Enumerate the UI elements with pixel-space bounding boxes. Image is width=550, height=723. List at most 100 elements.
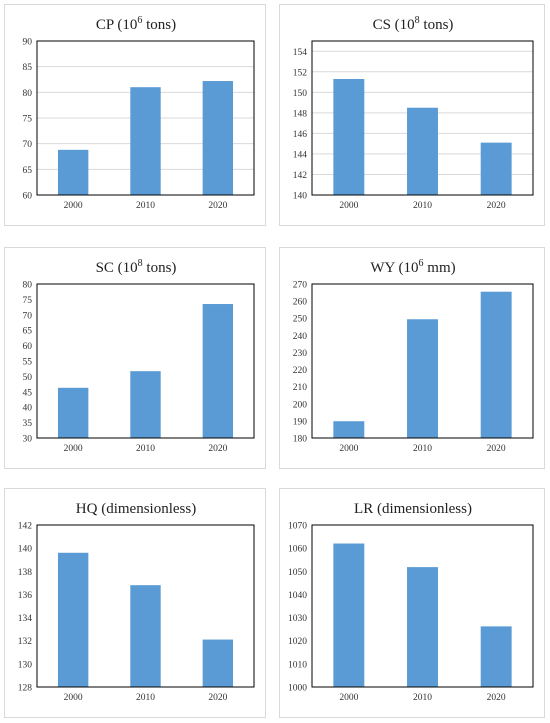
chart-title: WY (106 mm): [370, 258, 455, 276]
y-tick-label: 148: [293, 109, 308, 119]
x-tick-label: 2000: [339, 201, 358, 211]
bar-2000: [57, 149, 89, 195]
chart-title: CP (106 tons): [96, 15, 176, 33]
y-tick-label: 1040: [288, 591, 307, 601]
chart-title-unit: tons): [143, 260, 177, 276]
chart-title: SC (108 tons): [96, 258, 177, 276]
y-tick-label: 1070: [288, 522, 307, 532]
y-tick-label: 1010: [288, 660, 307, 670]
y-tick-label: 142: [293, 171, 308, 181]
bar-2020: [480, 626, 512, 687]
bar-2010: [130, 371, 161, 438]
y-tick-label: 210: [293, 383, 308, 393]
x-tick-label: 2000: [339, 444, 358, 454]
chart-title-main: CP (10: [96, 17, 138, 33]
plot-area: [36, 524, 255, 688]
chart-title-main: LR (dimensionless): [354, 501, 472, 517]
chart-title-unit: mm): [424, 260, 456, 276]
x-tick-label: 2000: [64, 693, 83, 703]
chart-wy: WY (106 mm) 180 190 200 210 220 230 240 250 260 27…: [293, 258, 534, 454]
bar-2000: [333, 421, 365, 438]
y-tick-label: 140: [293, 192, 308, 202]
bar-2020: [480, 291, 512, 438]
chart-title-main: SC (10: [96, 260, 138, 276]
plot-area: [36, 283, 255, 439]
chart-panel-wy: WY (106 mm) 180 190 200 210 220 230 240 250 260 27…: [279, 247, 545, 469]
y-tick-label: 85: [23, 63, 33, 73]
bar-2010: [130, 87, 161, 195]
chart-panel-lr: LR (dimensionless) 1000 1010 1020 1030 1040 10…: [279, 488, 545, 718]
x-tick-label: 2000: [64, 444, 83, 454]
y-tick-label: 142: [18, 522, 33, 532]
y-tick-label: 140: [18, 545, 33, 555]
x-tick-label: 2000: [339, 693, 358, 703]
chart-title-unit: tons): [142, 17, 176, 33]
y-tick-label: 270: [293, 281, 308, 291]
y-tick-label: 90: [23, 38, 33, 48]
y-tick-label: 190: [293, 417, 308, 427]
chart-title-superscript: 6: [137, 15, 142, 26]
y-tick-label: 200: [293, 400, 308, 410]
y-tick-label: 1020: [288, 637, 307, 647]
x-tick-label: 2020: [487, 444, 506, 454]
y-tick-label: 230: [293, 349, 308, 359]
y-tick-label: 1000: [288, 684, 307, 694]
bar-2010: [407, 567, 438, 687]
y-tick-label: 60: [23, 342, 33, 352]
x-tick-label: 2010: [136, 693, 155, 703]
plot-area: [36, 40, 255, 196]
x-tick-label: 2020: [208, 693, 227, 703]
y-tick-label: 70: [23, 140, 33, 150]
x-tick-label: 2020: [487, 693, 506, 703]
bar-2000: [57, 387, 89, 438]
y-tick-label: 60: [23, 192, 33, 202]
y-tick-label: 260: [293, 298, 308, 308]
y-tick-label: 152: [293, 68, 308, 78]
x-tick-label: 2010: [413, 444, 432, 454]
y-tick-label: 1030: [288, 614, 307, 624]
y-tick-label: 55: [23, 358, 33, 368]
chart-title-superscript: 8: [415, 15, 420, 26]
chart-lr: LR (dimensionless) 1000 1010 1020 1030 1040 10…: [288, 501, 534, 703]
chart-cs: CS (108 tons) 140 142 144 146 148 150 152 154 200…: [293, 15, 534, 211]
y-tick-label: 144: [293, 150, 308, 160]
x-tick-label: 2010: [136, 201, 155, 211]
bar-2000: [333, 78, 365, 195]
y-tick-label: 138: [18, 568, 33, 578]
chart-title-main: CS (10: [373, 17, 415, 33]
x-tick-label: 2010: [136, 444, 155, 454]
x-tick-label: 2020: [208, 201, 227, 211]
y-tick-label: 70: [23, 311, 33, 321]
x-tick-label: 2000: [64, 201, 83, 211]
chart-title: CS (108 tons): [373, 15, 454, 33]
y-tick-label: 136: [18, 591, 33, 601]
chart-title-main: WY (10: [370, 260, 418, 276]
y-tick-label: 80: [23, 281, 33, 291]
y-tick-label: 250: [293, 315, 308, 325]
y-tick-label: 154: [293, 48, 308, 58]
chart-panel-hq: HQ (dimensionless) 128 130 132 134 136 138 140 1…: [4, 488, 266, 718]
bar-2020: [202, 639, 234, 687]
bar-2020: [480, 142, 512, 195]
plot-area: [311, 283, 534, 439]
y-tick-label: 50: [23, 373, 33, 383]
chart-panel-cp: CP (106 tons) 60 65 70 75 80 85 90 2000 2010 2020: [4, 4, 266, 226]
chart-panel-cs: CS (108 tons) 140 142 144 146 148 150 152 154 200…: [279, 4, 545, 226]
y-tick-label: 75: [23, 296, 33, 306]
y-tick-label: 65: [23, 166, 33, 176]
x-tick-label: 2010: [413, 201, 432, 211]
bar-2020: [202, 81, 234, 195]
chart-title: HQ (dimensionless): [76, 501, 196, 517]
chart-sc: SC (108 tons) 30 35 40 45 50 55 60 65 70 75 80 2000 2…: [23, 258, 255, 454]
chart-title: LR (dimensionless): [354, 501, 472, 517]
chart-cp: CP (106 tons) 60 65 70 75 80 85 90 2000 2010 2020: [23, 15, 255, 211]
y-tick-label: 65: [23, 327, 33, 337]
y-tick-label: 128: [18, 684, 33, 694]
y-tick-label: 30: [23, 435, 33, 445]
x-tick-label: 2020: [208, 444, 227, 454]
y-tick-label: 220: [293, 366, 308, 376]
y-tick-label: 35: [23, 419, 33, 429]
bar-2010: [407, 107, 438, 195]
plot-area: [311, 524, 534, 688]
y-tick-label: 45: [23, 388, 33, 398]
